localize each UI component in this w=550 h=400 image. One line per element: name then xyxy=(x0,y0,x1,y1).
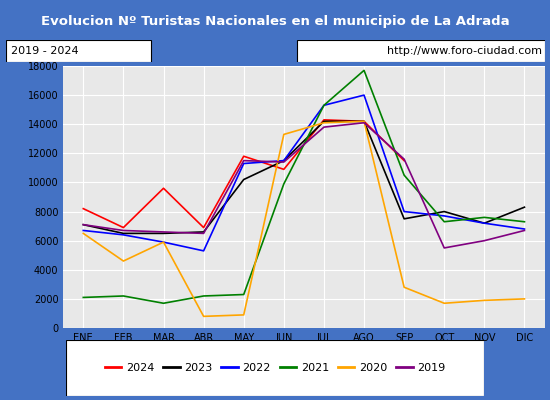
Text: Evolucion Nº Turistas Nacionales en el municipio de La Adrada: Evolucion Nº Turistas Nacionales en el m… xyxy=(41,14,509,28)
FancyBboxPatch shape xyxy=(66,340,484,396)
Legend: 2024, 2023, 2022, 2021, 2020, 2019: 2024, 2023, 2022, 2021, 2020, 2019 xyxy=(100,358,450,378)
FancyBboxPatch shape xyxy=(296,40,544,62)
Text: http://www.foro-ciudad.com: http://www.foro-ciudad.com xyxy=(387,46,542,56)
Text: 2019 - 2024: 2019 - 2024 xyxy=(11,46,79,56)
FancyBboxPatch shape xyxy=(6,40,151,62)
